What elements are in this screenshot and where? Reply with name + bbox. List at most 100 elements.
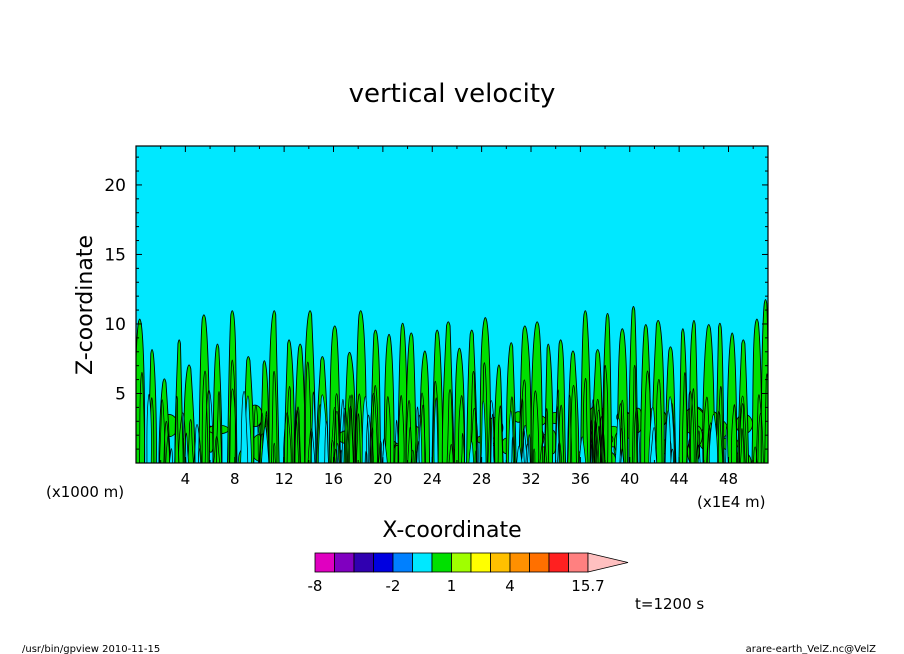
x-unit-label-right: (x1E4 m) — [697, 493, 766, 511]
x-axis-label: X-coordinate — [382, 518, 521, 543]
lowlevel-contour — [418, 392, 426, 463]
plume-contour — [497, 405, 504, 463]
lowlevel-contour — [480, 400, 487, 463]
lowlevel-contour — [757, 412, 764, 463]
x-tick-label: 24 — [423, 470, 442, 488]
lowlevel-contour — [539, 434, 548, 463]
lowlevel-contour — [228, 388, 237, 463]
lowlevel-contour — [526, 434, 531, 463]
colorbar: -8 -2 1 4 15.7 — [308, 552, 629, 595]
plume-contour — [717, 385, 724, 463]
lowlevel-contour — [410, 449, 415, 463]
updraft-plume — [453, 347, 466, 463]
x-tick-label: 4 — [181, 470, 191, 488]
plume-contour — [271, 370, 278, 463]
plume-contour — [730, 404, 738, 463]
lowlevel-contour — [532, 448, 536, 463]
updraft-plume — [405, 332, 417, 463]
plume-contour — [163, 420, 171, 463]
lowlevel-contour — [204, 389, 214, 463]
lowlevel-contour — [594, 409, 603, 463]
lowlevel-contour — [433, 397, 439, 463]
x-unit-label: (x1000 m) — [46, 483, 124, 501]
plume-contour — [602, 364, 609, 463]
lowlevel-contour — [345, 395, 354, 463]
lowlevel-contour — [365, 414, 372, 463]
lowlevel-contour — [258, 433, 267, 463]
lowlevel-contour — [381, 438, 388, 463]
lowlevel-contour — [159, 399, 166, 463]
lowlevel-contour — [169, 448, 174, 463]
colorbar-label: 1 — [447, 577, 457, 595]
lowlevel-contour — [356, 413, 361, 463]
lowlevel-contour — [198, 447, 201, 463]
lowlevel-contour — [664, 410, 672, 463]
lowlevel-contour — [178, 412, 187, 463]
lowlevel-contour — [519, 398, 525, 463]
x-tick-label: 40 — [620, 470, 639, 488]
colorbar-segment — [431, 552, 452, 573]
velocity-field — [136, 299, 768, 463]
lowlevel-contour — [620, 448, 625, 463]
lowlevel-contour — [670, 448, 674, 463]
colorbar-label: 4 — [505, 577, 515, 595]
y-tick-label: 15 — [104, 245, 126, 265]
plume-contour — [286, 386, 293, 463]
y-tick-label: 5 — [115, 384, 126, 404]
plume-contour — [532, 390, 540, 463]
updraft-plume — [198, 314, 210, 463]
updraft-plume — [678, 328, 688, 463]
colorbar-segment — [529, 552, 550, 573]
colorbar-label: -2 — [386, 577, 401, 595]
plume-contour — [458, 395, 465, 463]
lowlevel-contour — [333, 448, 338, 463]
lowlevel-contour — [369, 427, 375, 463]
updraft-plume — [543, 343, 554, 463]
lowlevel-contour — [240, 390, 249, 463]
lowlevel-contour — [165, 433, 171, 463]
x-tick-label: 20 — [373, 470, 392, 488]
colorbar-segment — [548, 552, 569, 573]
colorbar-segment — [314, 552, 335, 573]
lowlevel-contour — [686, 390, 695, 463]
plume-contour — [201, 370, 209, 463]
plume-contour — [216, 391, 222, 463]
plume-contour — [174, 395, 180, 463]
updraft-plume — [726, 332, 738, 463]
lowlevel-contour — [253, 404, 259, 463]
lowlevel-contour — [307, 428, 316, 463]
x-tick-label: 36 — [571, 470, 590, 488]
plume-contour — [470, 370, 477, 463]
lowlevel-contour — [597, 416, 605, 463]
updraft-plume — [518, 325, 532, 463]
updraft-plume — [383, 333, 395, 463]
lowlevel-contour — [330, 439, 336, 463]
lowlevel-contour — [740, 428, 745, 463]
plume-contour — [304, 361, 312, 463]
lowlevel-contour — [590, 420, 594, 463]
lowlevel-contour — [649, 427, 658, 463]
lowlevel-contour — [361, 396, 370, 463]
plot-frame — [135, 145, 769, 464]
y-axis-label: Z-coordinate — [73, 235, 98, 375]
lowlevel-contour — [490, 413, 495, 463]
lowlevel-contour — [468, 440, 474, 463]
lowlevel-contour — [474, 450, 478, 463]
colorbar-extend — [587, 552, 629, 573]
x-tick-label: 48 — [719, 470, 738, 488]
updraft-plume — [530, 321, 544, 463]
plume-contour — [371, 384, 379, 463]
y-tick-label: 20 — [104, 176, 126, 196]
plume-contour — [655, 379, 663, 463]
plume-contour — [593, 398, 602, 463]
lowlevel-contour — [738, 395, 747, 463]
colorbar-segment — [568, 552, 589, 573]
lowlevel-contour — [407, 426, 413, 463]
updraft-plume — [441, 321, 455, 463]
plume-contour — [446, 389, 454, 463]
lowlevel-contour — [592, 419, 599, 463]
lowlevel-contour — [695, 430, 701, 463]
x-tick-label: 12 — [275, 470, 294, 488]
lowlevel-contour — [589, 399, 597, 463]
